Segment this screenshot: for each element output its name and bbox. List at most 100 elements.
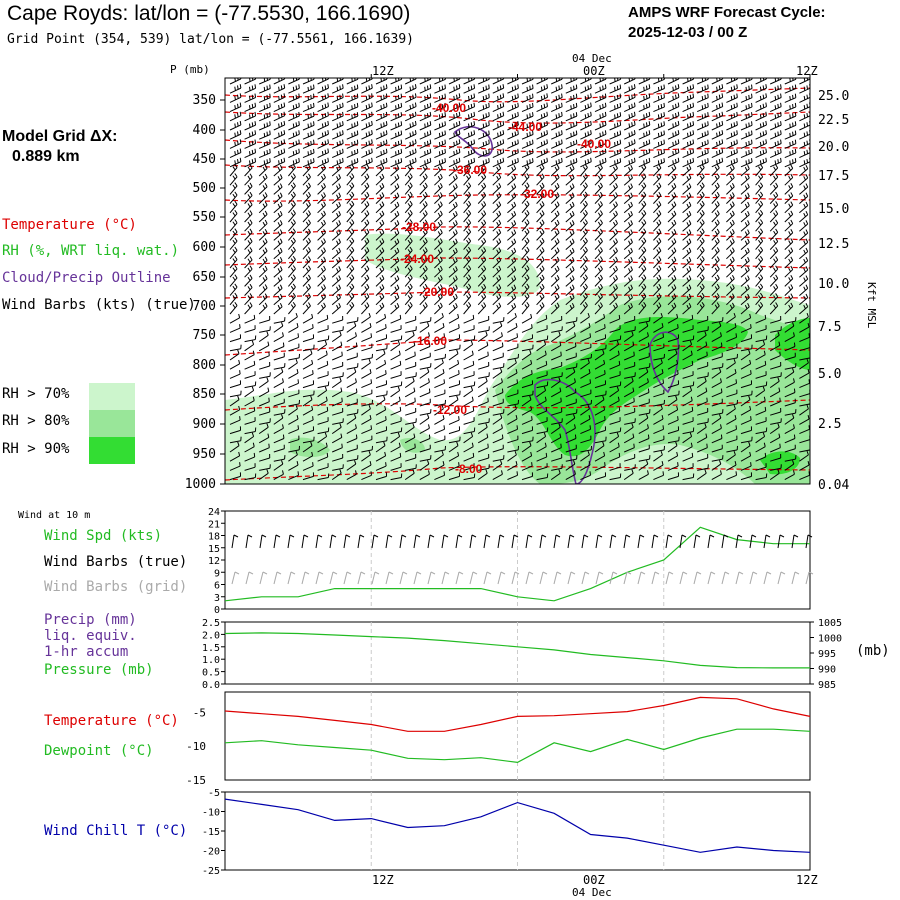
temperature-label: Temperature (°C) [44, 713, 179, 729]
wind-barb [726, 121, 738, 131]
wind-barb [682, 130, 695, 140]
wind-barb [463, 111, 476, 122]
wind-barb [244, 93, 257, 103]
legend-cloud: Cloud/Precip Outline [2, 270, 171, 286]
wind-barb-true [721, 534, 729, 549]
grid-point-info: Grid Point (354, 539) lat/lon = (-77.556… [7, 32, 414, 47]
wind-barb-true [791, 534, 799, 549]
wind-barb [755, 93, 767, 103]
wind-barb [478, 93, 490, 103]
wind-barb-grid [441, 571, 450, 585]
wind-barb [229, 120, 242, 131]
wind-barb [288, 84, 300, 94]
rh-90-region [505, 317, 748, 457]
wind-barb [317, 130, 329, 140]
y-tick-label: 0.5 [202, 668, 220, 679]
wind-barb [463, 84, 476, 94]
wind-barb [259, 121, 271, 131]
wind-barb [536, 111, 548, 122]
wind-barb [346, 139, 359, 149]
wind-barb [507, 102, 519, 113]
wind-barb [244, 84, 257, 94]
y-tick-label: 1.0 [202, 655, 220, 666]
wind-barb [492, 130, 505, 140]
wind-barb [740, 130, 753, 140]
legend-rh: RH (%, WRT liq. wat.) [2, 243, 180, 259]
y-tick-label: 18 [208, 532, 220, 543]
wind-barb-true [651, 534, 659, 549]
wind-barb [229, 111, 242, 122]
wind-barb [361, 93, 373, 103]
wind-barb [726, 102, 738, 113]
wind-barb [448, 111, 461, 122]
wind-speed-label: Wind Spd (kts) [44, 528, 163, 544]
wind-barb [521, 112, 534, 122]
wind-barb [259, 84, 271, 94]
wind-barb [565, 102, 578, 113]
wind-barb [609, 93, 622, 103]
y-tick-label: 6 [214, 581, 220, 592]
rh-80-label: RH > 80% [2, 413, 70, 429]
y-tick-label: -10 [202, 808, 220, 819]
wind-barb-grid [665, 571, 674, 585]
wind-barb [302, 84, 315, 94]
wind-barb [331, 130, 344, 140]
wind-barb [521, 93, 534, 103]
wind-barb [667, 111, 680, 122]
y-tick-label: 0.0 [202, 680, 220, 691]
y-tick-label: 1.5 [202, 643, 220, 654]
wind-barb [259, 130, 271, 140]
wind-barb [273, 84, 286, 94]
wind-barb [565, 84, 578, 94]
wind-barb-true [525, 534, 533, 549]
wind-barb-grid [595, 571, 604, 585]
wind-barb [331, 102, 344, 113]
wind-barb [623, 93, 636, 103]
wind10m-title: Wind at 10 m [18, 510, 91, 521]
wind-barb [361, 120, 373, 131]
bottom-time-label-12z-end: 12Z [796, 873, 818, 887]
y-tick-label: 2.0 [202, 630, 220, 641]
wind-barb [755, 130, 767, 140]
wind-barb [346, 102, 359, 113]
wind-barb [375, 130, 388, 140]
wind-barb [536, 84, 548, 94]
wind-barb-true [455, 534, 463, 549]
wind-barb [229, 130, 242, 140]
wind-barb [550, 111, 563, 122]
pressure-unit: (mb) [856, 643, 890, 659]
wind-barbs-grid-label: Wind Barbs (grid) [44, 579, 188, 595]
wind-barb [536, 93, 548, 103]
wind-barb [419, 130, 432, 140]
wind-barb [609, 102, 622, 113]
wind-barb [667, 130, 680, 140]
wind-chill-label: Wind Chill T (°C) [44, 823, 188, 839]
wind-barb [580, 84, 592, 94]
wind-barb-true [763, 534, 771, 549]
wind-barb [667, 102, 680, 113]
wind-barb [711, 102, 724, 113]
wind-barb-grid [413, 571, 422, 585]
y-tick-label: 9 [214, 568, 220, 579]
wind-barb [697, 121, 709, 131]
wind-barb-true [231, 534, 239, 549]
wind-barb [244, 130, 257, 140]
wind-barb [623, 84, 636, 94]
wind-barb [784, 112, 797, 122]
y-tick-label: -10 [186, 740, 206, 753]
wind-barb [390, 112, 403, 122]
bottom-time-label-00z: 00Z [583, 873, 605, 887]
wind-barb [682, 121, 695, 131]
wind-barb-true [805, 534, 813, 549]
wind-barb [784, 93, 797, 103]
wind-barb-grid [385, 571, 394, 585]
wind-barb [755, 111, 767, 122]
wind-barb-grid [763, 571, 772, 585]
wind-barb [361, 139, 373, 149]
rh-90-swatch [89, 437, 135, 464]
dewpoint-label: Dewpoint (°C) [44, 743, 154, 759]
wind-barb-true [287, 534, 295, 549]
wind-barb [550, 130, 563, 140]
wind-barb [361, 130, 373, 140]
